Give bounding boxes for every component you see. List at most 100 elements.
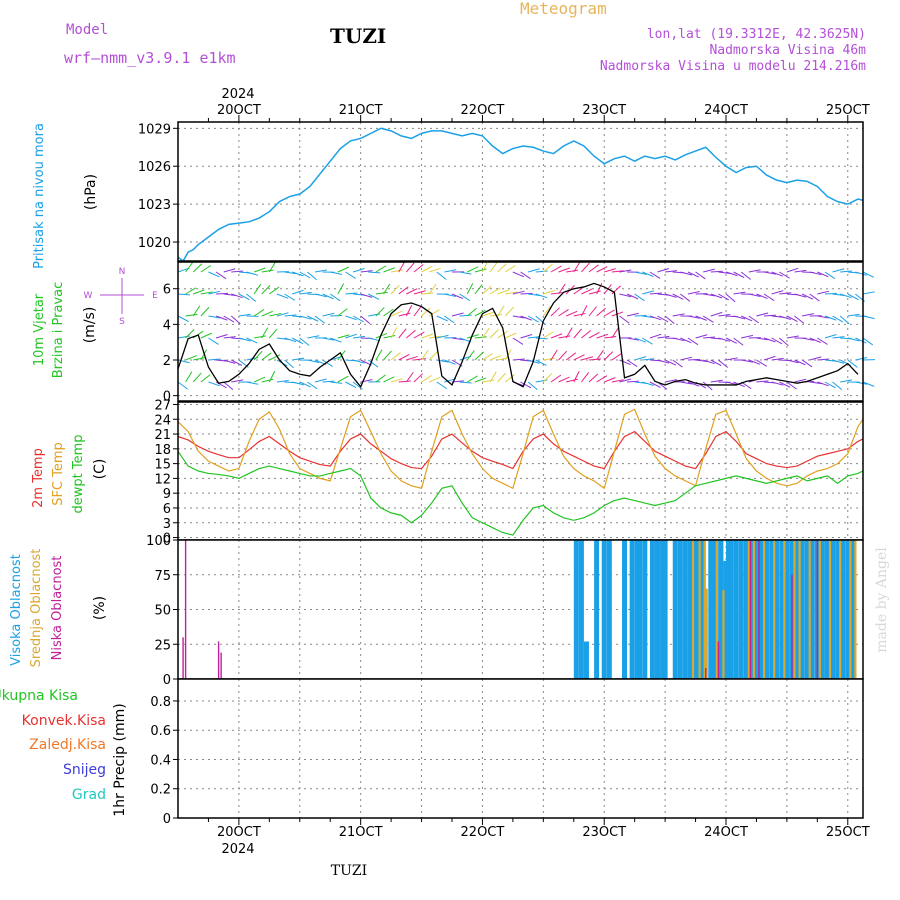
wind-barb xyxy=(192,305,201,317)
wind-barb xyxy=(421,307,431,317)
wind-barb xyxy=(604,335,617,339)
wind-barb xyxy=(832,293,845,297)
wind-barb xyxy=(725,381,738,386)
wind-barb xyxy=(832,315,844,323)
wind-barb xyxy=(223,293,236,297)
wind-barb xyxy=(177,359,190,364)
wind-barb xyxy=(855,271,868,276)
wind-barb xyxy=(428,376,441,383)
wind-barb xyxy=(580,372,590,383)
wind-barb xyxy=(413,290,426,295)
wind-barb xyxy=(192,263,203,273)
wind-barb xyxy=(528,293,541,297)
cloud-bar xyxy=(606,540,612,679)
wind-barb xyxy=(505,291,518,295)
wind-barb xyxy=(489,355,502,361)
wind-barb xyxy=(512,290,525,295)
wind-barb xyxy=(542,305,551,317)
cloud-bar xyxy=(583,641,589,679)
wind-barb xyxy=(596,307,607,317)
precip-legend: Ukupna Kisa Konvek.Kisa Zaledj.Kisa Snij… xyxy=(0,688,106,803)
wind-barb xyxy=(497,305,505,317)
cloud_cover-ytick-label: 100 xyxy=(146,534,171,549)
wind-barb xyxy=(329,293,341,302)
cloud-bar xyxy=(764,540,770,679)
wind-barb xyxy=(231,293,243,299)
wind-barb xyxy=(398,286,409,295)
cloud-bar xyxy=(798,540,801,679)
wind-barb xyxy=(748,359,761,365)
cloud-bar xyxy=(578,540,584,679)
wind-frame xyxy=(177,261,864,402)
wind-barb xyxy=(451,293,464,300)
cloud-bar xyxy=(672,540,678,679)
wind-barb xyxy=(185,355,197,361)
cloud-bar xyxy=(634,540,640,679)
wind-barb xyxy=(634,337,647,343)
wind-barb xyxy=(779,271,790,279)
wind-barb xyxy=(268,328,278,339)
wind-barb xyxy=(718,314,731,317)
wind-barb xyxy=(642,315,655,319)
cloud-bar xyxy=(722,590,725,679)
wind-barb xyxy=(824,271,836,280)
wind-barb xyxy=(497,330,508,339)
wind-barb xyxy=(520,381,532,389)
wind-barb xyxy=(748,293,761,297)
wind-barb xyxy=(504,374,516,383)
wind-barb xyxy=(390,310,403,317)
wind-barb xyxy=(421,333,434,339)
wind-barb xyxy=(512,337,524,345)
wind-barb xyxy=(481,260,489,273)
wind-barb xyxy=(550,349,558,361)
wind-label-2: Brzina i Pravac xyxy=(51,282,66,379)
wind-barb xyxy=(177,381,188,390)
wind-barb xyxy=(550,292,563,295)
wind-barb xyxy=(664,315,675,325)
wind-barb xyxy=(314,378,327,383)
wind-barb xyxy=(482,285,492,295)
wind-barb xyxy=(642,358,655,361)
wind-barb xyxy=(634,356,647,361)
wind-barb xyxy=(482,353,493,361)
wind-barb xyxy=(680,337,692,344)
wind-barb xyxy=(246,337,258,344)
wind-barb xyxy=(862,381,875,387)
cloud-bar xyxy=(840,540,846,679)
wind-barb xyxy=(246,293,257,302)
cloud-bar xyxy=(710,540,716,679)
cloud-bar xyxy=(758,540,760,679)
cloud-bar xyxy=(784,540,790,679)
wind-barb xyxy=(208,290,221,295)
wind-barb xyxy=(299,291,312,295)
elevation: Nadmorska Visina 46m xyxy=(709,43,866,58)
precip_1hr-ytick-label: 0.6 xyxy=(150,724,171,739)
cloud-bar xyxy=(622,540,628,679)
wind-barb xyxy=(542,373,553,383)
wind-barb xyxy=(665,379,677,383)
wind-barb xyxy=(520,271,531,280)
wind-barb xyxy=(405,371,414,383)
cloud-bar xyxy=(705,667,707,679)
wind-barb xyxy=(291,337,304,345)
wind-barb xyxy=(497,357,510,361)
wind-barb xyxy=(535,337,548,340)
wind-barb xyxy=(360,293,373,298)
wind-barb xyxy=(543,357,556,361)
wind-barb xyxy=(246,271,259,276)
wind-barb xyxy=(413,264,424,273)
wind-barb xyxy=(771,357,784,361)
wind-barb xyxy=(307,335,320,339)
wind-barb xyxy=(284,359,295,369)
wind-barb xyxy=(292,271,304,277)
wind-barb xyxy=(733,315,746,320)
wind-barb xyxy=(596,283,603,295)
wind-barb xyxy=(748,315,759,324)
wind-barb xyxy=(588,331,600,339)
wind-barb xyxy=(543,263,553,273)
wind-barb xyxy=(474,309,486,317)
wind-barb xyxy=(824,381,836,389)
time-label-top: 25OCT xyxy=(826,103,870,118)
wind-barb xyxy=(794,293,807,298)
cloud-bar xyxy=(705,588,708,679)
